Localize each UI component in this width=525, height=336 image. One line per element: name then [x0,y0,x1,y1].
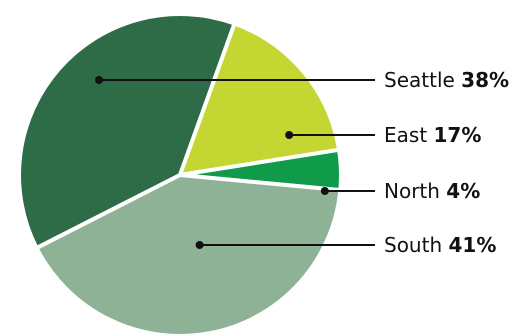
pie-slices [17,12,343,336]
slice-label-value: 38% [461,68,509,92]
pie-slice-seattle [17,12,237,251]
slice-label-name: Seattle [384,68,461,92]
slice-label-name: South [384,233,448,257]
pie-slice-south [34,173,343,336]
slice-label-value: 41% [448,233,496,257]
slice-labels: Seattle 38% East 17% North 4% South 41% [384,68,509,257]
leader-lines [95,76,375,249]
slice-label-east: East 17% [384,123,481,147]
slice-label-north: North 4% [384,179,480,203]
slice-label-south: South 41% [384,233,496,257]
slice-label-value: 4% [446,179,480,203]
slice-label-name: East [384,123,434,147]
slice-label-name: North [384,179,446,203]
slice-label-value: 17% [434,123,482,147]
slice-label-seattle: Seattle 38% [384,68,509,92]
